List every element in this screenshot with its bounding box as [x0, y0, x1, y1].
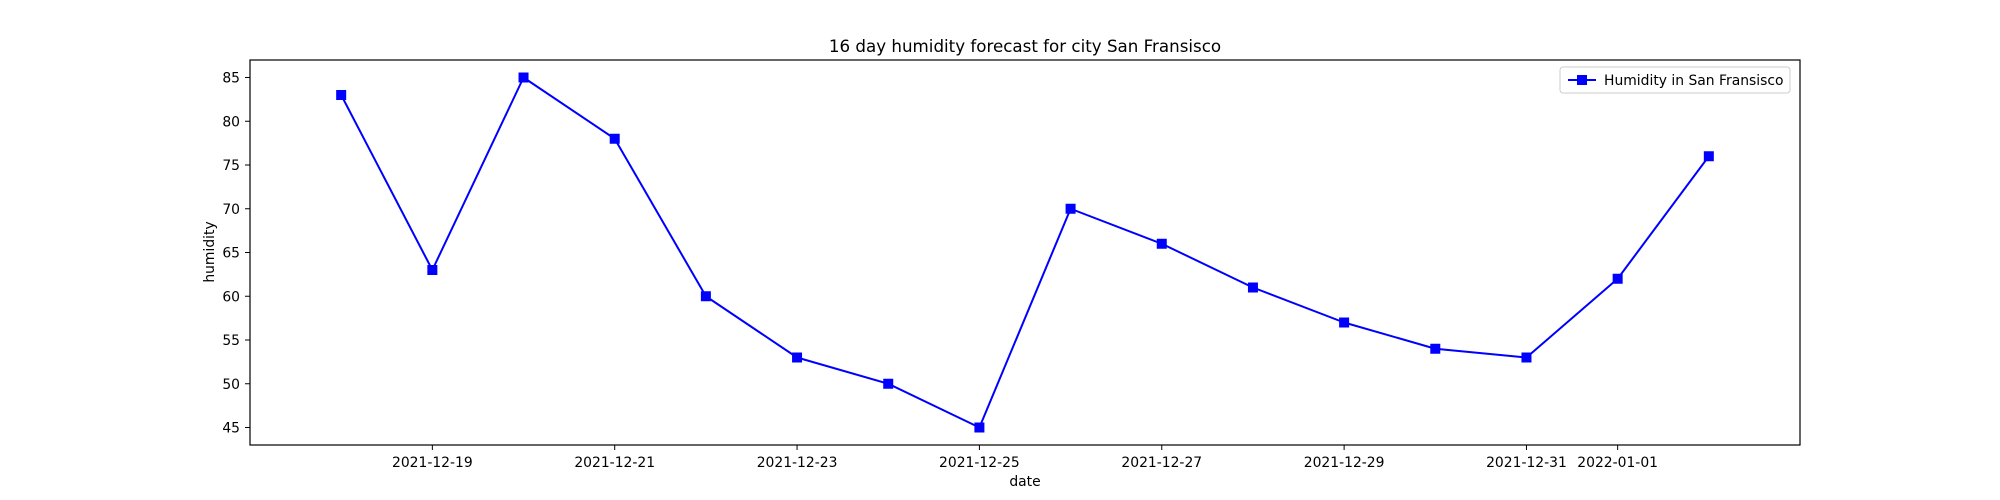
data-point: [700, 291, 711, 302]
x-tick-label: 2021-12-29: [1304, 455, 1385, 471]
data-point: [1156, 238, 1167, 249]
x-tick-label: 2021-12-23: [757, 455, 838, 471]
data-point: [792, 352, 803, 363]
plot-area: [250, 60, 1800, 445]
x-axis-label: date: [1009, 474, 1040, 490]
y-tick-label: 85: [222, 71, 240, 87]
data-point: [1703, 151, 1714, 162]
data-point: [1521, 352, 1532, 363]
y-tick-label: 50: [222, 377, 240, 393]
data-point: [1339, 317, 1350, 328]
x-tick-label: 2021-12-19: [392, 455, 473, 471]
series-layer: [336, 72, 1714, 433]
legend-marker: [1577, 75, 1587, 85]
data-point: [336, 90, 347, 100]
y-tick-label: 75: [222, 158, 240, 174]
y-tick-label: 80: [222, 114, 240, 130]
x-tick-label: 2022-01-01: [1577, 455, 1658, 471]
y-axis-label: humidity: [202, 221, 218, 282]
data-point: [1065, 203, 1076, 214]
series-line: [340, 76, 1710, 429]
legend-label: Humidity in San Fransisco: [1604, 73, 1784, 89]
data-point: [1247, 282, 1258, 293]
data-point: [1430, 343, 1441, 354]
data-point: [1612, 273, 1623, 284]
plot-frame: [249, 59, 1801, 446]
data-point: [883, 378, 894, 389]
legend-box: [1559, 66, 1791, 94]
y-tick-label: 70: [222, 202, 240, 218]
y-tick-label: 45: [222, 421, 240, 437]
y-axis: 45 50 55 60 65 70 75 80 85: [222, 71, 250, 437]
x-tick-label: 2021-12-27: [1121, 455, 1202, 471]
data-point: [427, 265, 438, 275]
x-tick-label: 2021-12-21: [574, 455, 655, 471]
legend: Humidity in San Fransisco: [1559, 66, 1791, 94]
x-axis: 2021-12-19 2021-12-21 2021-12-23 2021-12-25…: [392, 445, 1658, 471]
data-point: [518, 72, 529, 83]
data-point: [974, 422, 985, 433]
data-point: [609, 133, 620, 144]
y-tick-label: 55: [222, 333, 240, 349]
x-tick-label: 2021-12-25: [939, 455, 1020, 471]
y-tick-label: 60: [222, 289, 240, 305]
chart-title: 16 day humidity forecast for city San Fr…: [829, 36, 1221, 56]
y-tick-label: 65: [222, 246, 240, 262]
x-tick-label: 2021-12-31: [1486, 455, 1567, 471]
